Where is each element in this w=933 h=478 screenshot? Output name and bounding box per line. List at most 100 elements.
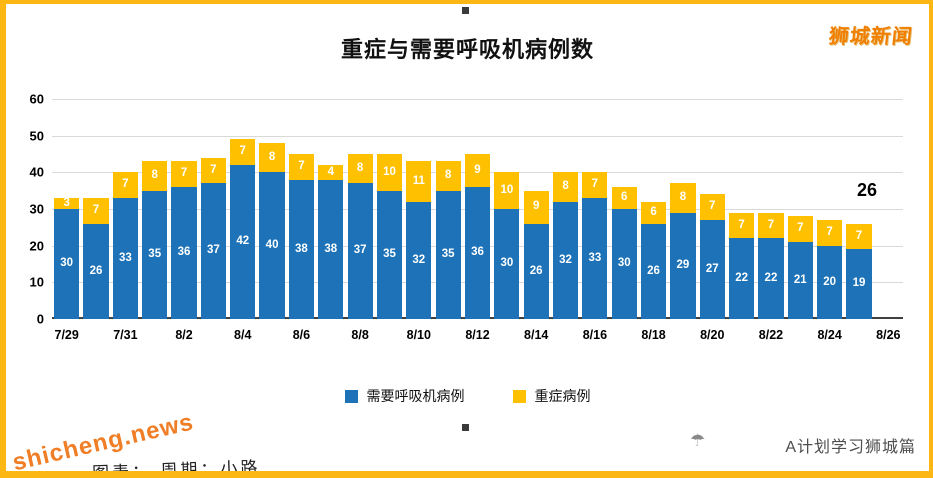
bar-severe: 8 [670,183,696,213]
bar-ventilator: 35 [376,190,403,319]
x-tick-label: 8/8 [351,328,369,342]
bar-ventilator: 40 [259,172,285,319]
x-tick-label: 8/2 [175,328,193,342]
bar-ventilator: 32 [552,201,579,319]
x-tick-label: 8/10 [406,328,431,342]
bar-value-label: 27 [705,262,719,275]
bar-ventilator: 26 [640,223,667,319]
bar-ventilator: 36 [464,187,491,319]
selection-handle-bottom[interactable] [462,424,469,431]
bar-value-label: 33 [588,251,602,264]
y-tick-label: 50 [29,128,44,144]
bar-value-label: 35 [148,248,162,261]
credit-text: A计划学习狮城篇 [785,439,916,456]
bar-ventilator: 35 [435,190,461,319]
bar-ventilator: 32 [406,201,432,319]
bar-value-label: 7 [855,229,863,242]
bar-value-label: 35 [383,248,396,261]
legend-item: 需要呼吸机病例 [344,386,465,406]
bar-value-label: 6 [650,205,657,218]
bar-value-label: 10 [500,183,514,196]
bar-value-label: 30 [617,257,631,270]
bar-severe: 7 [171,161,197,187]
bar-value-label: 38 [295,242,308,255]
x-tick-label: 8/12 [465,328,490,342]
bar-severe: 6 [640,201,667,224]
bar-value-label: 8 [444,169,452,182]
bar-value-label: 20 [823,275,837,288]
gridline [52,99,903,100]
x-tick-label: 7/31 [113,328,138,342]
bar-value-label: 22 [764,271,778,284]
bar-value-label: 7 [122,178,129,191]
bar-value-label: 11 [412,174,425,187]
bar-value-label: 8 [151,169,158,182]
bar-value-label: 10 [383,165,396,178]
bar-ventilator: 38 [318,179,344,319]
bar-value-label: 21 [793,273,807,286]
latest-total-label: 26 [857,180,878,200]
bar-value-label: 7 [738,218,745,231]
bar-value-label: 35 [441,248,455,261]
legend-label: 重症病例 [534,388,591,404]
bar-ventilator: 26 [523,223,549,319]
bar-value-label: 7 [92,204,100,217]
bar-value-label: 32 [412,253,426,266]
bar-value-label: 8 [679,191,687,204]
selection-handle-top[interactable] [462,7,469,14]
bar-severe: 3 [54,197,80,209]
bar-severe: 9 [464,154,491,187]
bar-severe: 7 [582,172,608,198]
y-tick-label: 0 [36,311,44,327]
bar-severe: 7 [846,223,872,250]
bar-value-label: 9 [532,200,540,213]
bar-severe: 7 [288,154,315,180]
legend: 需要呼吸机病例 重症病例 [6,386,929,406]
x-tick-label: 7/29 [54,328,79,342]
bar-severe: 7 [817,220,843,246]
bar-value-label: 40 [265,238,279,251]
x-tick-label: 8/22 [758,328,784,342]
bar-value-label: 4 [327,165,334,178]
x-tick-label: 8/18 [641,328,666,342]
bar-value-label: 7 [826,226,833,239]
bar-value-label: 36 [471,246,484,259]
x-tick-label: 8/26 [876,328,901,342]
bar-ventilator: 33 [112,198,138,319]
x-tick-label: 8/6 [292,328,311,342]
y-tick-label: 30 [29,201,44,217]
bar-severe: 7 [758,212,784,239]
bar-value-label: 7 [797,222,804,235]
bar-value-label: 9 [474,163,481,176]
bar-value-label: 8 [268,150,276,163]
bar-ventilator: 21 [787,242,813,319]
bar-ventilator: 22 [758,238,784,319]
bar-severe: 7 [200,157,226,184]
bar-ventilator: 27 [699,220,725,319]
bar-severe: 8 [347,154,373,184]
bar-severe: 4 [318,165,344,180]
bar-value-label: 8 [356,161,364,174]
bar-value-label: 30 [60,257,74,270]
bar-value-label: 22 [735,271,748,284]
bar-value-label: 26 [647,264,660,277]
legend-item: 重症病例 [512,386,591,406]
bar-ventilator: 29 [670,212,696,319]
bar-value-label: 29 [676,259,690,272]
x-tick-label: 8/24 [817,328,842,342]
x-tick-label: 8/14 [524,328,549,342]
bar-value-label: 37 [206,244,220,257]
handwritten-note: 图表： 周期：小路 [91,458,261,478]
brand-logo: 狮城新闻 [827,26,914,48]
bar-severe: 8 [552,172,579,202]
bar-ventilator: 37 [347,183,373,319]
bar-value-label: 33 [118,251,132,264]
bar-value-label: 30 [500,257,514,270]
bar-severe: 7 [230,139,256,165]
y-tick-label: 10 [29,274,44,290]
bar-value-label: 7 [767,218,775,231]
bar-severe: 10 [494,172,520,209]
bar-ventilator: 35 [142,190,168,319]
bar-severe: 10 [376,154,403,191]
